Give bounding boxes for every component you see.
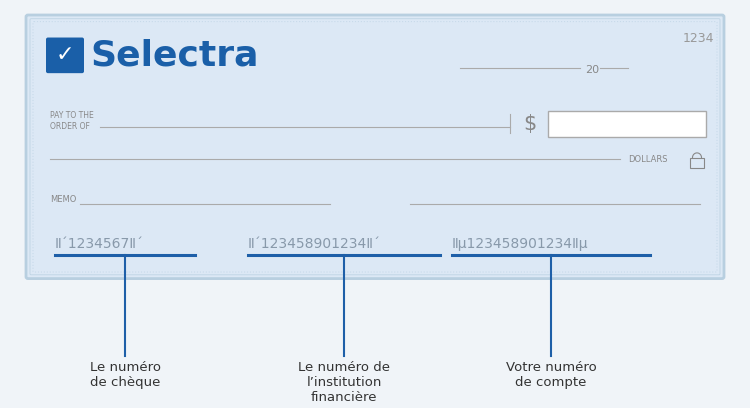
Text: PAY TO THE
ORDER OF: PAY TO THE ORDER OF (50, 111, 94, 131)
FancyBboxPatch shape (26, 15, 724, 279)
Text: Ⅱµ123458901234Ⅱµ: Ⅱµ123458901234Ⅱµ (452, 237, 589, 251)
FancyBboxPatch shape (46, 38, 84, 73)
Text: Le numéro
de chèque: Le numéro de chèque (89, 361, 160, 389)
Text: DOLLARS: DOLLARS (628, 155, 668, 164)
Text: MEMO: MEMO (50, 195, 76, 204)
Text: Le numéro de
l’institution
financière: Le numéro de l’institution financière (298, 361, 390, 404)
Text: ✓: ✓ (56, 45, 74, 65)
Text: 20: 20 (585, 65, 599, 75)
Bar (690, 157, 704, 168)
Text: Selectra: Selectra (90, 38, 259, 72)
Text: 1234: 1234 (682, 32, 714, 45)
Text: Ⅱ´123458901234Ⅱ´: Ⅱ´123458901234Ⅱ´ (248, 237, 381, 251)
Text: Votre numéro
de compte: Votre numéro de compte (506, 361, 596, 389)
Text: $: $ (524, 114, 537, 134)
Text: Ⅱ´1234567Ⅱ´: Ⅱ´1234567Ⅱ´ (55, 237, 144, 251)
Bar (548, 111, 706, 137)
